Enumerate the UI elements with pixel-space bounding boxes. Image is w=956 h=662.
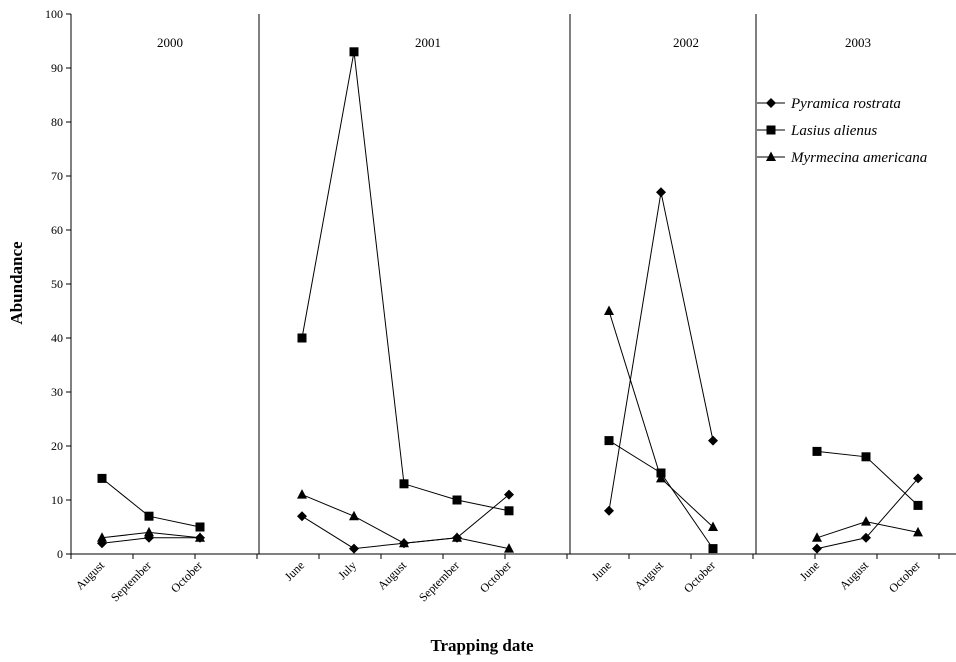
x-tick-label: June (797, 558, 822, 583)
x-tick-label: August (375, 558, 410, 593)
data-point-myrmecina-americana (195, 532, 205, 542)
x-tick-label: June (282, 558, 307, 583)
legend-label-pyramica-rostrata: Pyramica rostrata (790, 96, 901, 112)
data-point-lasius-alienus (913, 500, 923, 510)
data-point-myrmecina-americana (656, 472, 666, 483)
data-point-lasius-alienus (604, 436, 614, 446)
y-tick-label: 30 (51, 385, 63, 399)
data-point-myrmecina-americana (399, 537, 409, 548)
data-point-myrmecina-americana (144, 526, 154, 537)
data-point-myrmecina-americana (604, 305, 614, 315)
data-point-myrmecina-americana (708, 521, 718, 531)
x-tick-label: August (837, 558, 872, 593)
y-tick-label: 20 (51, 439, 63, 453)
data-point-lasius-alienus (861, 452, 871, 462)
data-point-lasius-alienus (504, 506, 514, 516)
legend: Pyramica rostrata Lasius alienus Myrmecina… (757, 96, 927, 166)
series-line-pyramica-rostrata (608, 192, 714, 511)
data-point-pyramica-rostrata (913, 473, 923, 484)
y-tick-label: 100 (45, 7, 63, 21)
legend-label-myrmecina-americana: Myrmecina americana (790, 150, 927, 166)
x-tick-label: August (73, 558, 108, 593)
x-tick-label: October (477, 558, 514, 595)
legend-marker-myrmecina-americana (766, 151, 776, 161)
x-tick-label: October (681, 558, 718, 595)
data-point-myrmecina-americana (812, 532, 822, 542)
data-point-pyramica-rostrata (708, 435, 718, 446)
data-point-myrmecina-americana (913, 526, 923, 537)
series-line-lasius-alienus (608, 440, 714, 549)
data-point-myrmecina-americana (97, 532, 107, 542)
series-line-myrmecina-americana (608, 310, 714, 528)
data-point-pyramica-rostrata (504, 489, 514, 500)
year-label: 2002 (673, 35, 699, 50)
x-tick-label: October (168, 558, 205, 595)
x-tick-label: October (886, 558, 923, 595)
y-tick-label: 80 (51, 115, 63, 129)
data-point-myrmecina-americana (861, 516, 871, 526)
year-label: 2000 (157, 35, 183, 50)
y-tick-label: 40 (51, 331, 63, 345)
y-tick-label: 0 (57, 547, 63, 561)
x-tick-label: September (108, 558, 154, 604)
data-point-pyramica-rostrata (812, 543, 822, 554)
axes: 0 10 20 30 40 50 60 70 80 90 100 (45, 7, 956, 561)
y-tick-label: 60 (51, 223, 63, 237)
data-point-pyramica-rostrata (656, 187, 666, 198)
legend-label-lasius-alienus: Lasius alienus (790, 123, 877, 139)
series-line-lasius-alienus (301, 51, 510, 512)
data-point-myrmecina-americana (349, 510, 359, 521)
data-point-pyramica-rostrata (604, 505, 614, 516)
y-tick-label: 90 (51, 61, 63, 75)
y-tick-label: 70 (51, 169, 63, 183)
data-point-lasius-alienus (708, 544, 718, 554)
data-point-lasius-alienus (195, 522, 205, 532)
data-point-myrmecina-americana (297, 489, 307, 499)
data-point-myrmecina-americana (504, 543, 514, 553)
y-axis-title: Abundance (7, 241, 26, 325)
data-point-lasius-alienus (399, 479, 409, 489)
data-point-lasius-alienus (349, 47, 359, 57)
x-tick-label: September (416, 558, 462, 604)
data-point-lasius-alienus (144, 511, 154, 521)
x-tick-label: June (589, 558, 614, 583)
x-axis-title: Trapping date (430, 636, 534, 655)
x-tick-label: August (632, 558, 667, 593)
series-layer (97, 47, 923, 554)
data-point-lasius-alienus (452, 495, 462, 505)
year-label: 2001 (415, 35, 441, 50)
data-point-myrmecina-americana (452, 532, 462, 542)
y-tick-label: 50 (51, 277, 63, 291)
data-point-pyramica-rostrata (297, 511, 307, 522)
data-point-lasius-alienus (297, 333, 307, 343)
legend-marker-pyramica-rostrata (766, 98, 776, 108)
x-tick-label: July (335, 558, 359, 582)
data-point-pyramica-rostrata (861, 532, 871, 543)
legend-marker-lasius-alienus (766, 125, 776, 135)
y-tick-label: 10 (51, 493, 63, 507)
data-point-lasius-alienus (812, 446, 822, 456)
data-point-pyramica-rostrata (349, 543, 359, 554)
year-label: 2003 (845, 35, 871, 50)
data-point-lasius-alienus (97, 473, 107, 483)
year-separators (258, 14, 757, 554)
